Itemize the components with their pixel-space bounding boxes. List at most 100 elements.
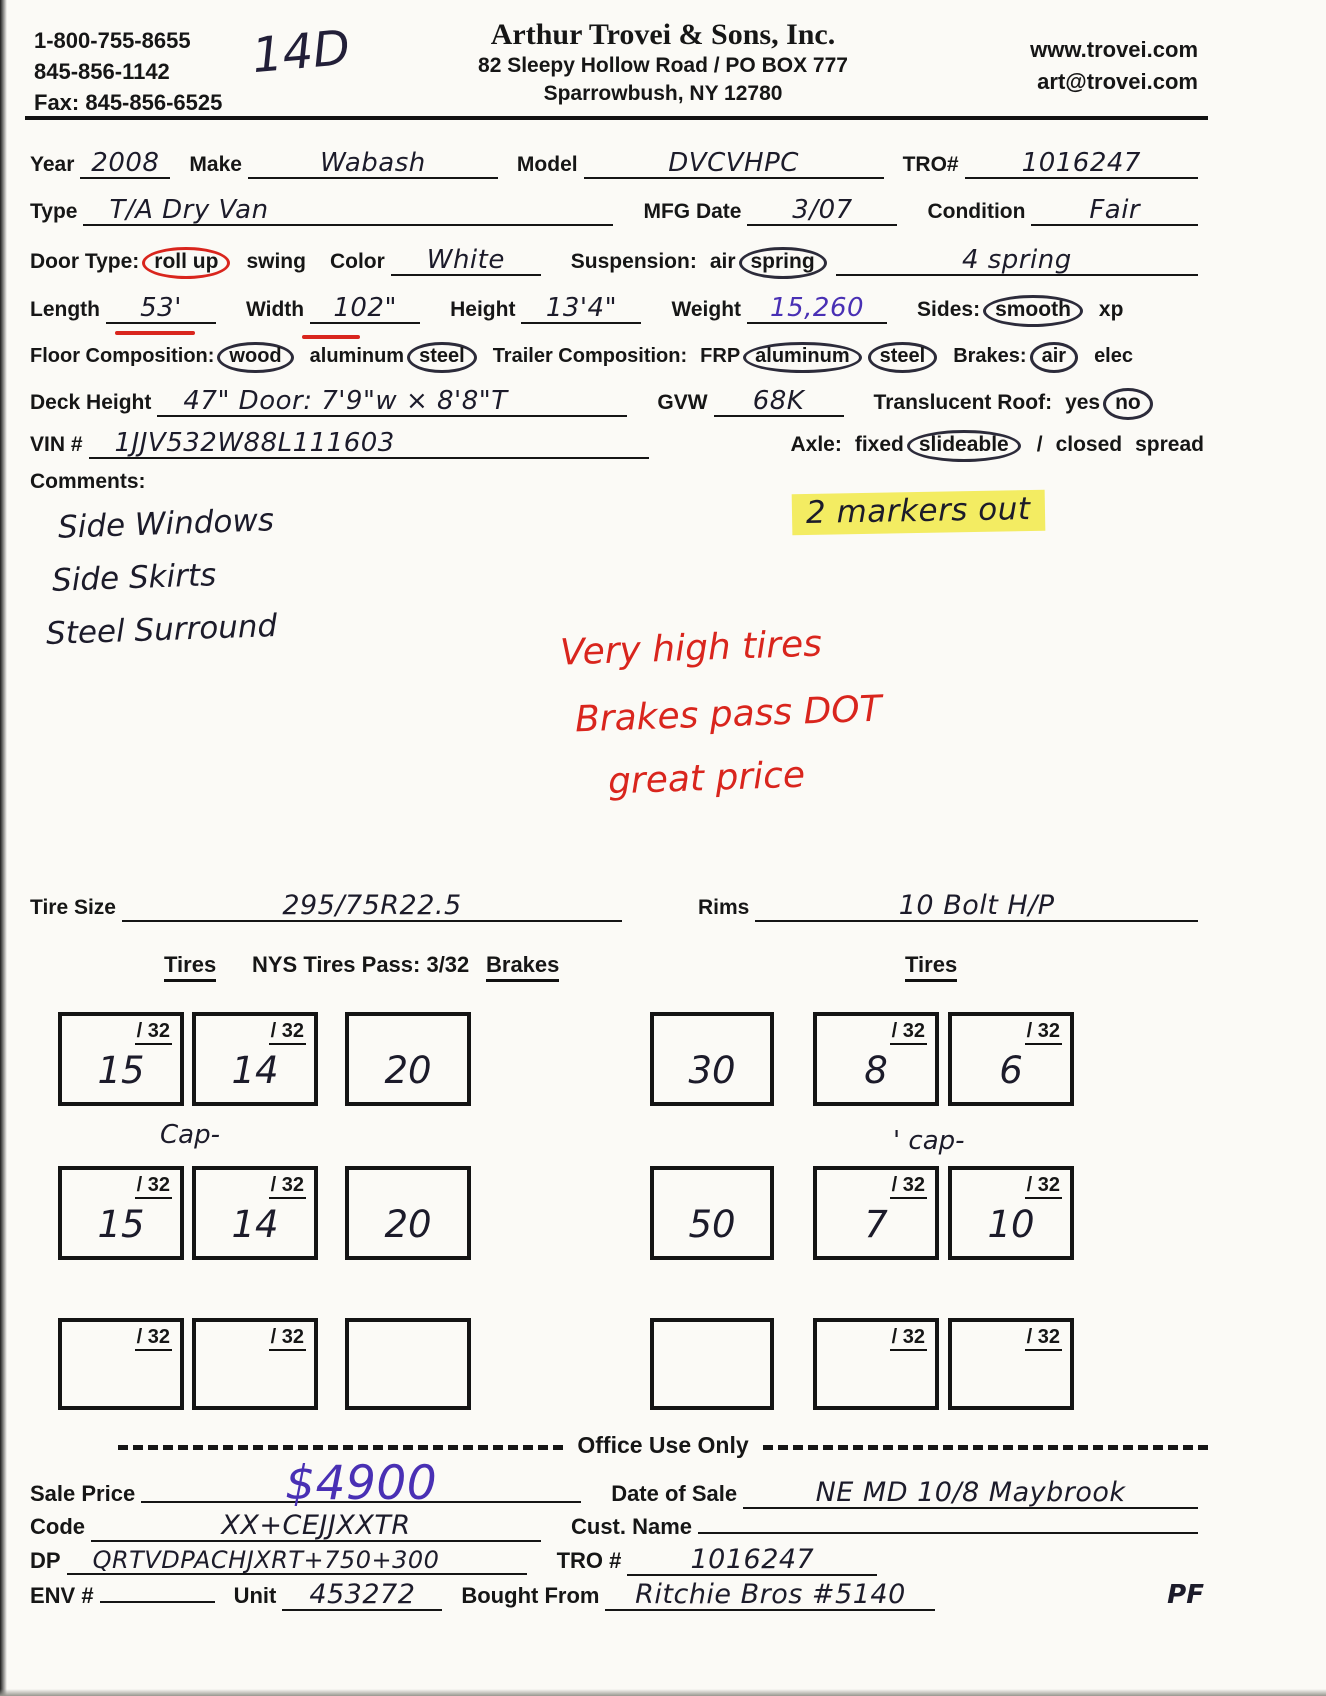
trailer-aluminum-circled: aluminum [743,342,862,373]
brake-box [345,1318,471,1410]
tread-value: 15 [97,1049,145,1092]
header-web-block: www.trovei.com art@trovei.com [1030,34,1198,98]
sides-label: Sides: [917,298,981,321]
brake-value: 30 [688,1049,736,1092]
dp-value: QRTVDPACHJXRT+750+300 [66,1547,527,1576]
suspension-value: 4 spring [835,246,1198,277]
brakes-elec: elec [1094,345,1133,367]
row-comments: Comments: [30,470,1204,494]
env-value [99,1601,215,1603]
roof-yes: yes [1065,391,1101,414]
date-of-sale-label: Date of Sale [611,1481,738,1506]
tire-tread-box: / 32 [948,1318,1074,1410]
sides-smooth: smooth [995,298,1071,321]
brakes-air-circled: air [1029,342,1079,373]
tires-header-left: Tires [164,952,217,982]
weight-label: Weight [671,298,742,321]
unit-value: 453272 [282,1580,443,1612]
code-label: Code [30,1514,85,1539]
tire-tread-box: / 32 10 [948,1166,1074,1260]
deck-height-value: 47" Door: 7'9"w × 8'8"T [157,387,628,418]
dashed-rule-right [762,1445,1208,1450]
tire-tread-box: / 32 14 [192,1166,318,1260]
trailer-frp: FRP [700,345,741,367]
tread-value: 15 [97,1203,145,1246]
trailer-steel-circled: steel [867,342,938,373]
row-vin-axle: VIN # 1JJV532W88L111603 Axle: fixed slid… [30,429,1204,462]
per32-label: / 32 [1024,1174,1062,1199]
brake-value: 20 [384,1049,432,1092]
tire-tread-box: / 32 8 [813,1012,939,1106]
tire-tread-box: / 32 7 [813,1166,939,1260]
axle-separator: / [1036,433,1043,456]
trailer-steel: steel [879,345,926,367]
row-year-make-model-tro: Year 2008 Make Wabash Model DVCVHPC TRO#… [30,149,1204,180]
vin-value: 1JJV532W88L111603 [88,429,649,460]
red-note-tires: Very high tires [559,623,823,674]
row-code-custname: Code XX+CEJJXXTR Cust. Name [30,1511,1204,1543]
highlighted-note-text: 2 markers out [805,491,1031,531]
company-email: art@trovei.com [1037,68,1198,94]
per32-label: / 32 [268,1174,306,1199]
tread-value: 14 [231,1049,279,1092]
tire-tread-box: / 32 15 [58,1166,184,1260]
trailer-comp-label: Trailer Composition: [492,345,688,367]
door-type-swing: swing [246,250,306,273]
roof-no: no [1115,391,1141,414]
cap-note-right: ' cap- [893,1126,965,1156]
axle-fixed: fixed [854,433,904,456]
row-dimensions-weight-sides: Length 53' Width 102" Height 13'4" Weigh… [30,294,1204,327]
sides-smooth-circled: smooth [983,295,1083,327]
highlighted-note: 2 markers out [791,489,1045,535]
sale-price-label: Sale Price [30,1481,136,1506]
header-company-block: Arthur Trovei & Sons, Inc. 82 Sleepy Hol… [0,18,1326,107]
unit-label: Unit [233,1583,277,1608]
color-label: Color [329,250,385,273]
tire-tread-box: / 32 14 [192,1012,318,1106]
per32-label: / 32 [134,1020,172,1045]
scan-bottom-shadow [0,1689,1326,1696]
floor-steel-circled: steel [407,342,477,373]
type-value: T/A Dry Van [83,196,614,227]
nys-tires-pass-label: NYS Tires Pass: 3/32 [252,952,470,977]
office-tro-value: 1016247 [627,1545,878,1577]
phone-local: 845-856-1142 [34,58,170,84]
deck-height-label: Deck Height [30,391,152,414]
tire-size-value: 295/75R22.5 [122,891,622,923]
env-label: ENV # [30,1583,94,1608]
office-use-only-label: Office Use Only [577,1432,749,1458]
comment-steel-surround: Steel Surround [45,607,278,653]
row-tiresize-rims: Tire Size 295/75R22.5 Rims 10 Bolt H/P [30,891,1204,923]
company-address-line2: Sparrowbush, NY 12780 [543,81,783,105]
axle-closed: closed [1055,433,1123,456]
make-label: Make [189,153,242,176]
bought-from-label: Bought From [461,1583,600,1608]
axle-label: Axle: [790,433,842,456]
company-website: www.trovei.com [1030,37,1198,62]
width-label: Width [245,298,305,321]
company-address-line1: 82 Sleepy Hollow Road / PO BOX 777 [478,54,848,77]
rims-label: Rims [698,896,750,919]
length-label: Length [30,298,100,321]
floor-steel: steel [419,345,465,367]
row-door-color-suspension: Door Type: roll up swing Color White Sus… [30,246,1204,279]
tro-value: 1016247 [964,149,1198,180]
tire-tread-box: / 32 6 [948,1012,1074,1106]
door-type-rollup-circled: roll up [142,247,231,279]
year-label: Year [30,153,75,176]
per32-label: / 32 [134,1326,172,1351]
per32-label: / 32 [1024,1020,1062,1045]
make-value: Wabash [247,149,498,180]
suspension-spring-circled: spring [738,247,827,279]
gvw-label: GVW [657,391,708,414]
tread-value: 8 [864,1049,888,1092]
tire-tread-box: / 32 [813,1318,939,1410]
floor-wood: wood [229,345,282,367]
weight-value: 15,260 [747,294,888,325]
rims-value: 10 Bolt H/P [755,891,1198,923]
door-type-label: Door Type: [30,250,140,273]
axle-spread: spread [1135,433,1204,456]
brake-box: 20 [345,1166,471,1260]
office-use-divider: Office Use Only [118,1432,1208,1459]
door-type-rollup: roll up [154,250,219,273]
